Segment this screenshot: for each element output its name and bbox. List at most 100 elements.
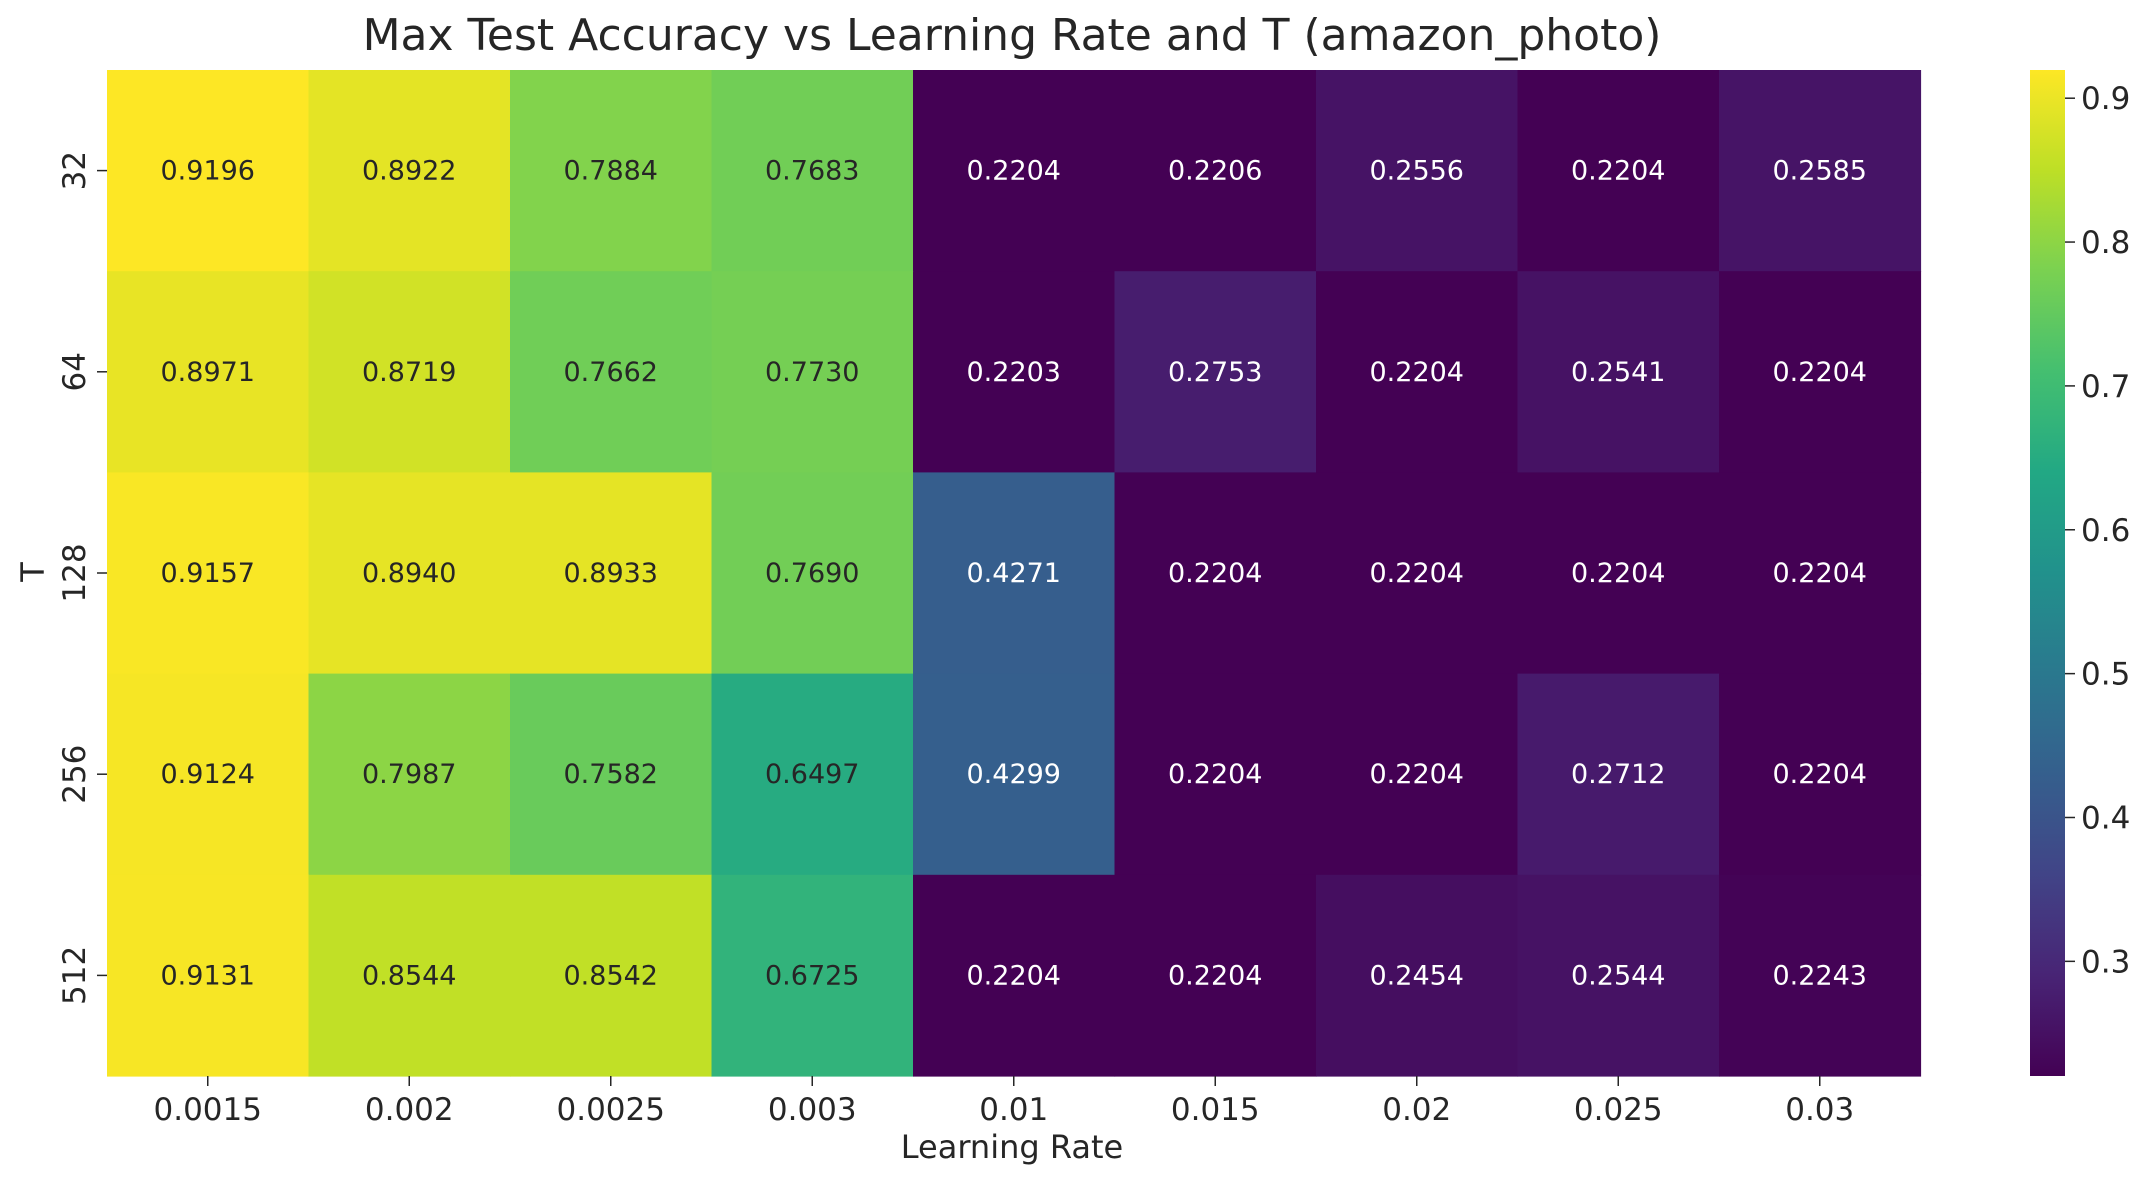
y-tick-label: 128 — [57, 543, 93, 602]
cell-value-label: 0.8922 — [362, 156, 456, 187]
x-tick-label: 0.01 — [979, 1092, 1048, 1128]
heatmap-cell — [1719, 472, 1922, 675]
heatmap-cell — [308, 271, 511, 473]
cell-value-label: 0.2454 — [1370, 960, 1464, 991]
y-tick-label: 512 — [57, 946, 93, 1005]
heatmap-cell — [1719, 874, 1922, 1077]
x-tick-label: 0.015 — [1171, 1092, 1260, 1128]
cell-value-label: 0.2206 — [1168, 156, 1262, 187]
heatmap-cell — [1316, 271, 1519, 473]
cell-value-label: 0.2204 — [1571, 156, 1665, 187]
cell-value-label: 0.2204 — [967, 960, 1061, 991]
chart-title: Max Test Accuracy vs Learning Rate and T… — [363, 10, 1662, 61]
y-tick-label: 256 — [57, 745, 93, 804]
y-tick-label: 32 — [57, 151, 93, 190]
cell-value-label: 0.2204 — [1168, 759, 1262, 790]
heatmap-cell — [1517, 70, 1720, 272]
heatmap-cell — [1719, 673, 1922, 876]
heatmap-cell — [1114, 874, 1317, 1077]
heatmap-cell — [1114, 271, 1317, 473]
cell-value-label: 0.2204 — [967, 156, 1061, 187]
colorbar-tick-label: 0.7 — [2081, 369, 2130, 405]
x-tick-label: 0.025 — [1574, 1092, 1663, 1128]
x-axis: 0.0015 0.002 0.0025 0.003 0.01 0.015 0.02 0.025… — [154, 1076, 1854, 1128]
cell-value-label: 0.2204 — [1370, 357, 1464, 388]
cell-value-label: 0.2585 — [1773, 156, 1867, 187]
colorbar-tick-label: 0.6 — [2081, 513, 2130, 549]
cell-value-label: 0.2243 — [1773, 960, 1867, 991]
cell-value-label: 0.7662 — [564, 357, 658, 388]
x-tick-label: 0.0025 — [557, 1092, 665, 1128]
heatmap-cell — [1316, 472, 1519, 675]
cell-value-label: 0.9124 — [161, 759, 255, 790]
colorbar-tick-label: 0.4 — [2081, 800, 2130, 836]
heatmap-cell — [107, 874, 310, 1077]
cell-value-label: 0.4299 — [967, 759, 1061, 790]
heatmap-cell — [308, 472, 511, 675]
cell-value-label: 0.9131 — [161, 960, 255, 991]
heatmap-cell — [711, 472, 914, 675]
cell-value-label: 0.7690 — [765, 558, 859, 589]
cell-value-label: 0.6497 — [765, 759, 859, 790]
heatmap-cell — [913, 673, 1116, 876]
cell-value-label: 0.7582 — [564, 759, 658, 790]
cell-value-label: 0.7884 — [564, 156, 658, 187]
colorbar — [2030, 70, 2065, 1076]
cell-value-label: 0.2204 — [1370, 558, 1464, 589]
colorbar-tick-label: 0.5 — [2081, 657, 2130, 693]
heatmap-cell — [1719, 271, 1922, 473]
heatmap-annotations: 0.9196 0.8922 0.7884 0.7683 0.2204 0.2206 0.25… — [161, 156, 1867, 992]
cell-value-label: 0.2204 — [1571, 558, 1665, 589]
cell-value-label: 0.6725 — [765, 960, 859, 991]
heatmap-cell — [107, 70, 310, 272]
heatmap-cell — [107, 472, 310, 675]
heatmap-cell — [1719, 70, 1922, 272]
heatmap-cell — [308, 70, 511, 272]
colorbar-tick-label: 0.3 — [2081, 944, 2130, 980]
cell-value-label: 0.2753 — [1168, 357, 1262, 388]
heatmap-cell — [1114, 70, 1317, 272]
heatmap-cell — [913, 70, 1116, 272]
x-tick-label: 0.003 — [768, 1092, 857, 1128]
heatmap-cell — [913, 472, 1116, 675]
cell-value-label: 0.8971 — [161, 357, 255, 388]
cell-value-label: 0.2204 — [1773, 357, 1867, 388]
heatmap-cell — [308, 673, 511, 876]
cell-value-label: 0.8719 — [362, 357, 456, 388]
heatmap-cell — [711, 70, 914, 272]
cell-value-label: 0.2203 — [967, 357, 1061, 388]
heatmap-cell — [1517, 271, 1720, 473]
cell-value-label: 0.2204 — [1773, 558, 1867, 589]
heatmap-cell — [1517, 673, 1720, 876]
heatmap-cell — [510, 874, 713, 1077]
cell-value-label: 0.9196 — [161, 156, 255, 187]
x-axis-label: Learning Rate — [901, 1128, 1123, 1166]
y-tick-label: 64 — [57, 352, 93, 391]
heatmap-cell — [1114, 472, 1317, 675]
heatmap-cell — [107, 271, 310, 473]
x-tick-label: 0.02 — [1382, 1092, 1451, 1128]
heatmap-cell — [107, 673, 310, 876]
heatmap-cell — [1517, 472, 1720, 675]
heatmap-cell — [510, 271, 713, 473]
x-tick-label: 0.03 — [1785, 1092, 1854, 1128]
cell-value-label: 0.8542 — [564, 960, 658, 991]
heatmap-cell — [711, 874, 914, 1077]
cell-value-label: 0.7987 — [362, 759, 456, 790]
cell-value-label: 0.2556 — [1370, 156, 1464, 187]
cell-value-label: 0.2204 — [1168, 960, 1262, 991]
heatmap-cell — [1316, 874, 1519, 1077]
x-tick-label: 0.0015 — [154, 1092, 262, 1128]
heatmap-cell — [913, 874, 1116, 1077]
heatmap-cell — [510, 673, 713, 876]
heatmap-cells — [107, 70, 1922, 1077]
cell-value-label: 0.2544 — [1571, 960, 1665, 991]
heatmap-cell — [1316, 70, 1519, 272]
cell-value-label: 0.8940 — [362, 558, 456, 589]
y-axis-label: T — [14, 562, 52, 583]
heatmap-cell — [913, 271, 1116, 473]
heatmap-cell — [510, 70, 713, 272]
heatmap-cell — [1316, 673, 1519, 876]
y-axis: 32 64 128 256 512 — [57, 151, 107, 1005]
